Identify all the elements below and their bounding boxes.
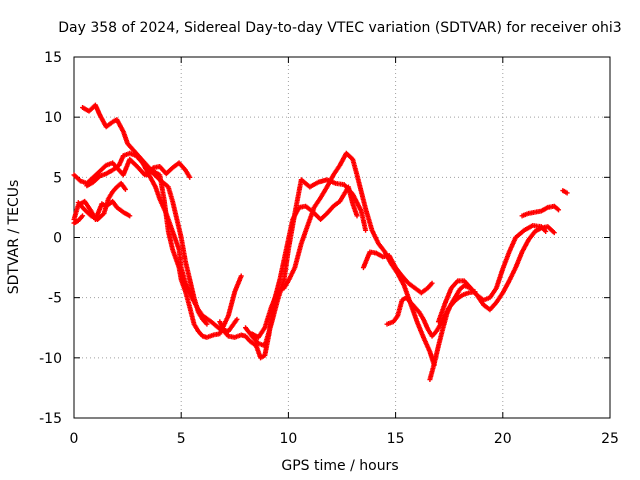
y-tick-label: -15 (39, 411, 62, 427)
series-arc-10 (249, 150, 437, 368)
series-arc-6 (71, 213, 86, 226)
data-point (429, 280, 435, 286)
data-points (71, 102, 570, 382)
x-tick-label: 0 (70, 431, 79, 447)
x-tick-label: 5 (177, 431, 186, 447)
data-point (122, 186, 128, 192)
data-point (80, 213, 86, 219)
series-arc-16 (560, 188, 570, 196)
data-point (354, 213, 360, 219)
y-tick-label: -10 (39, 351, 62, 367)
data-point (127, 213, 133, 219)
series-arc-12 (384, 289, 478, 339)
data-point (187, 174, 193, 180)
series-arc-13 (427, 222, 549, 382)
data-point (564, 190, 570, 196)
ticks (73, 56, 611, 419)
y-tick-label: 0 (53, 231, 62, 247)
data-point (363, 227, 369, 233)
data-point (551, 230, 557, 236)
data-point (556, 207, 562, 213)
series-arc-14 (435, 224, 557, 325)
x-tick-label: 15 (387, 431, 405, 447)
data-point (204, 321, 210, 327)
data-point (234, 316, 240, 322)
series-arc-11 (360, 249, 435, 296)
x-axis-label: GPS time / hours (281, 458, 398, 474)
y-tick-label: -5 (48, 291, 62, 307)
x-tick-label: 20 (494, 431, 512, 447)
y-tick-label: 5 (53, 170, 62, 186)
y-tick-label: 15 (44, 50, 62, 66)
series-arc-7 (144, 160, 193, 180)
data-point (543, 228, 549, 234)
y-tick-label: 10 (44, 110, 62, 126)
chart-title: Day 358 of 2024, Sidereal Day-to-day VTE… (58, 20, 621, 36)
grid (74, 57, 610, 418)
tick-labels: 0 5 10 15 20 25 -15 -10 -5 0 5 10 15 (39, 50, 619, 447)
data-point (238, 273, 244, 279)
x-tick-label: 10 (279, 431, 297, 447)
x-tick-label: 25 (601, 431, 619, 447)
series-arc-15 (519, 203, 562, 219)
series-arc-4 (75, 180, 128, 222)
y-axis-label: SDTVAR / TECUs (6, 180, 22, 295)
